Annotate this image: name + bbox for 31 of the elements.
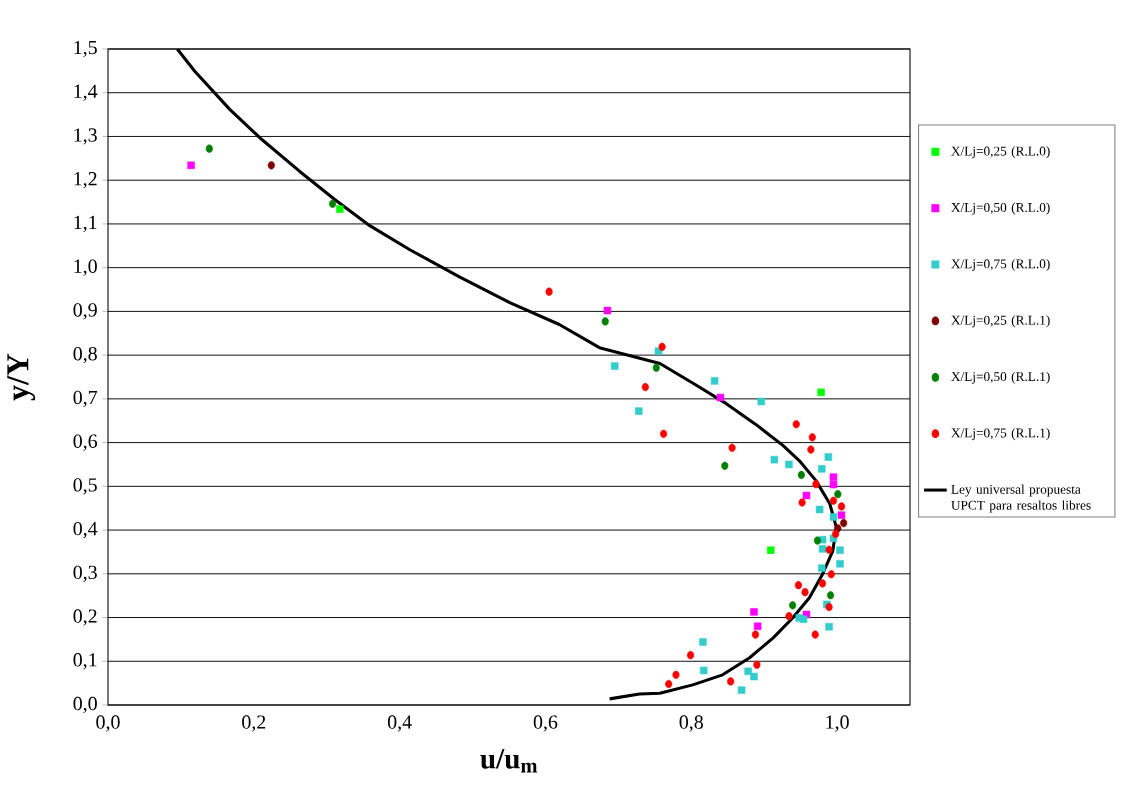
y-tick-label: 0,8 bbox=[73, 346, 97, 364]
y-tick-label: 0,9 bbox=[73, 303, 97, 320]
legend-label: X/Lj=0,50 (R.L.0) bbox=[951, 202, 1050, 215]
x-axis-title: u/u$_{m}$ bbox=[480, 749, 538, 773]
y-axis-title: y/Y bbox=[7, 353, 36, 401]
y-tick-label: 0,6 bbox=[73, 434, 98, 451]
y-tick-label: 0,1 bbox=[73, 653, 97, 670]
y-tick-label: 0,3 bbox=[73, 565, 97, 582]
y-tick-label: 0,5 bbox=[73, 478, 97, 495]
x-tick-label: 0,4 bbox=[387, 715, 412, 732]
legend-label: X/Lj=0,50 (R.L.1) bbox=[951, 371, 1050, 384]
legend-label: X/Lj=0,75 (R.L.1) bbox=[951, 428, 1050, 441]
y-tick-label: 0,0 bbox=[73, 696, 97, 714]
x-tick-label: 0,2 bbox=[242, 715, 266, 732]
legend-label: X/Lj=0,25 (R.L.1) bbox=[951, 315, 1050, 328]
y-tick-label: 0,7 bbox=[73, 390, 98, 408]
y-tick-label: 0,2 bbox=[73, 609, 97, 626]
y-tick-label: 0,4 bbox=[73, 521, 98, 539]
legend-label: X/Lj=0,25 (R.L.0) bbox=[951, 146, 1050, 159]
y-tick-label: 1,1 bbox=[74, 215, 97, 233]
x-tick-label: 0,8 bbox=[679, 715, 703, 732]
legend-label: Ley universal propuesta UPCT para resaltos libres bbox=[951, 484, 1091, 513]
y-tick-label: 1,3 bbox=[74, 128, 97, 145]
legend-label: X/Lj=0,75 (R.L.0) bbox=[951, 258, 1050, 272]
y-tick-label: 1,2 bbox=[74, 172, 97, 189]
y-tick-label: 1,4 bbox=[74, 84, 98, 101]
y-tick-label: 1,0 bbox=[74, 259, 97, 276]
x-tick-label: 0,6 bbox=[533, 715, 558, 732]
x-tick-label: 1,0 bbox=[826, 715, 849, 732]
y-tick-label: 1,5 bbox=[74, 40, 97, 58]
x-tick-label: 0,0 bbox=[96, 715, 120, 732]
